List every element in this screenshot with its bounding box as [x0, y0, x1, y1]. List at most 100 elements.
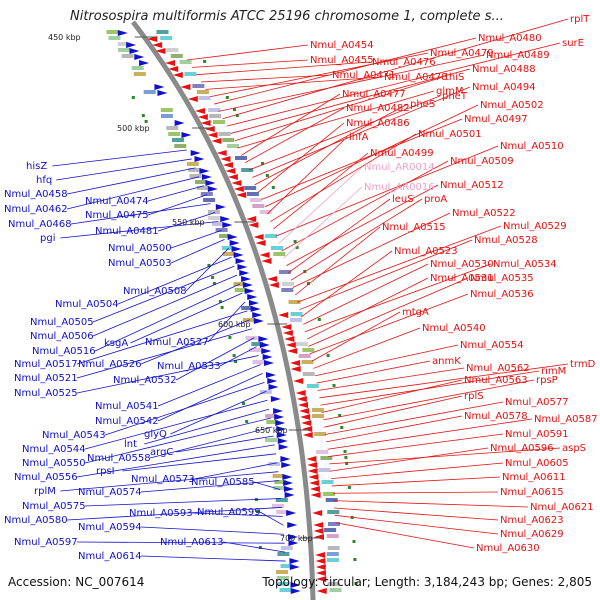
gene-label[interactable]: Nmul_A0505	[30, 317, 94, 328]
gene-label[interactable]: argC	[150, 447, 173, 458]
gene-label[interactable]: Nmul_A0577	[505, 397, 569, 408]
gene-label[interactable]: Nmul_A0575	[22, 501, 86, 512]
gene-label[interactable]: Nmul_A0522	[452, 208, 516, 219]
gene-label[interactable]: Nmul_A0506	[30, 331, 94, 342]
gene-label[interactable]: Nmul_A0580	[4, 515, 68, 526]
gene-label[interactable]: Nmul_A0558	[87, 453, 151, 464]
gene-label[interactable]: Nmul_A0613	[160, 537, 224, 548]
gene-label[interactable]: thiS	[445, 72, 464, 83]
gene-label[interactable]: rpsP	[536, 375, 558, 386]
gene-label[interactable]: Nmul_A0478	[384, 72, 448, 83]
gene-label[interactable]: surE	[562, 38, 584, 49]
gene-label[interactable]: Nmul_A0521	[14, 373, 78, 384]
gene-label[interactable]: ihfA	[349, 132, 369, 143]
gene-label[interactable]: Nmul_A0554	[460, 340, 524, 351]
gene-label[interactable]: Nmul_A0502	[480, 100, 544, 111]
gene-label[interactable]: Nmul_A0594	[78, 522, 142, 533]
gene-label[interactable]: Nmul_A0562	[466, 363, 530, 374]
gene-label[interactable]: Nmul_A0512	[440, 180, 504, 191]
gene-label[interactable]: Nmul_A0509	[450, 156, 514, 167]
gene-label[interactable]: Nmul_A0508	[123, 286, 187, 297]
gene-label[interactable]: Nmul_A0541	[95, 401, 159, 412]
gene-label[interactable]: Nmul_A0605	[505, 458, 569, 469]
gene-label[interactable]: hisZ	[26, 161, 47, 172]
gene-label[interactable]: Nmul_A0525	[14, 388, 78, 399]
gene-label[interactable]: Nmul_A0503	[108, 258, 172, 269]
gene-label[interactable]: Nmul_A0471	[332, 70, 396, 81]
gene-label[interactable]: Nmul_A0486	[346, 118, 410, 129]
gene-label[interactable]: Nmul_A0591	[505, 429, 569, 440]
gene-label[interactable]: Nmul_A0510	[500, 141, 564, 152]
gene-label[interactable]: Nmul_A0474	[85, 196, 149, 207]
gene-label[interactable]: Nmul_A0458	[4, 189, 68, 200]
gene-label[interactable]: Nmul_A0468	[8, 219, 72, 230]
gene-label[interactable]: Nmul_A0585	[191, 477, 255, 488]
rna-label[interactable]: Nmul_AR0016	[364, 182, 435, 193]
gene-label[interactable]: pheT	[442, 91, 468, 102]
gene-label[interactable]: Nmul_A0623	[500, 515, 564, 526]
gene-label[interactable]: Nmul_A0550	[22, 458, 86, 469]
gene-label[interactable]: pheS	[410, 99, 435, 110]
gene-label[interactable]: pgi	[40, 233, 55, 244]
gene-label[interactable]: Nmul_A0501	[418, 129, 482, 140]
gene-label[interactable]: Nmul_A0529	[503, 221, 567, 232]
gene-label[interactable]: Nmul_A0630	[476, 543, 540, 554]
gene-label[interactable]: Nmul_A0481	[95, 226, 159, 237]
gene-label[interactable]: rpsI	[96, 466, 115, 477]
gene-label[interactable]: rplM	[34, 486, 56, 497]
gene-label[interactable]: Nmul_A0530	[430, 259, 494, 270]
gene-label[interactable]: ksgA	[104, 338, 128, 349]
gene-label[interactable]: Nmul_A0593	[129, 508, 193, 519]
gene-label[interactable]: Nmul_A0504	[55, 299, 119, 310]
gene-label[interactable]: Nmul_A0543	[42, 430, 106, 441]
gene-label[interactable]: Nmul_A0528	[474, 235, 538, 246]
gene-label[interactable]: leuS	[392, 194, 414, 205]
gene-label[interactable]: Nmul_A0563	[464, 375, 528, 386]
gene-label[interactable]: Nmul_A0556	[14, 472, 78, 483]
gene-label[interactable]: Nmul_A0629	[500, 529, 564, 540]
gene-label[interactable]: Nmul_A0517	[14, 359, 78, 370]
gene-label[interactable]: Nmul_A0488	[472, 64, 536, 75]
gene-label[interactable]: Nmul_A0462	[4, 204, 68, 215]
gene-label[interactable]: Nmul_A0489	[486, 50, 550, 61]
gene-label[interactable]: Nmul_A0621	[530, 502, 594, 513]
gene-label[interactable]: Nmul_A0599	[197, 507, 261, 518]
gene-label[interactable]: Nmul_A0573	[131, 474, 195, 485]
gene-label[interactable]: rplT	[570, 14, 590, 25]
gene-label[interactable]: Nmul_A0542	[95, 416, 159, 427]
gene-label[interactable]: Nmul_A0536	[470, 289, 534, 300]
gene-label[interactable]: Nmul_A0531	[430, 273, 494, 284]
gene-label[interactable]: Nmul_A0527	[145, 337, 209, 348]
gene-label[interactable]: Nmul_A0544	[22, 444, 86, 455]
gene-label[interactable]: Nmul_A0574	[78, 487, 142, 498]
gene-label[interactable]: Nmul_A0596	[490, 443, 554, 454]
gene-label[interactable]: Nmul_A0477	[342, 89, 406, 100]
gene-label[interactable]: Nmul_A0535	[470, 273, 534, 284]
gene-label[interactable]: Nmul_A0475	[85, 210, 149, 221]
gene-label[interactable]: hfq	[36, 175, 52, 186]
gene-label[interactable]: proA	[424, 194, 447, 205]
gene-label[interactable]: Nmul_A0523	[394, 246, 458, 257]
gene-label[interactable]: Nmul_A0615	[500, 487, 564, 498]
gene-label[interactable]: Nmul_A0516	[32, 346, 96, 357]
gene-label[interactable]: Nmul_A0587	[534, 414, 598, 425]
gene-label[interactable]: Nmul_A0611	[502, 472, 566, 483]
gene-label[interactable]: rimM	[541, 366, 566, 377]
gene-label[interactable]: Nmul_A0534	[493, 259, 557, 270]
gene-label[interactable]: Nmul_A0540	[422, 323, 486, 334]
gene-label[interactable]: trmD	[570, 359, 596, 370]
gene-label[interactable]: glyQ	[144, 429, 167, 440]
gene-label[interactable]: Nmul_A0499	[370, 148, 434, 159]
gene-label[interactable]: mtgA	[402, 307, 429, 318]
gene-label[interactable]: Nmul_A0454	[310, 40, 374, 51]
gene-label[interactable]: Nmul_A0500	[108, 243, 172, 254]
gene-label[interactable]: rplS	[464, 391, 484, 402]
gene-label[interactable]: Nmul_A0515	[382, 222, 446, 233]
gene-label[interactable]: Nmul_A0532	[113, 375, 177, 386]
gene-label[interactable]: Nmul_A0455	[310, 55, 374, 66]
gene-label[interactable]: Nmul_A0526	[78, 359, 142, 370]
gene-label[interactable]: Nmul_A0494	[472, 82, 536, 93]
gene-label[interactable]: anmK	[432, 356, 461, 367]
gene-label[interactable]: Nmul_A0533	[157, 361, 221, 372]
gene-label[interactable]: aspS	[562, 443, 586, 454]
